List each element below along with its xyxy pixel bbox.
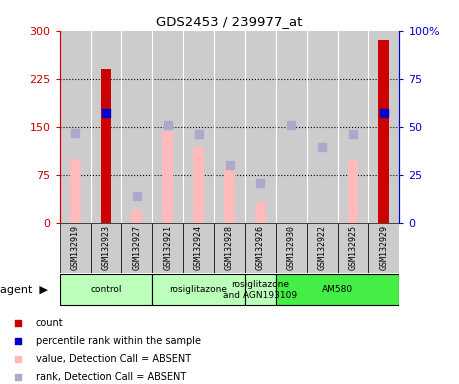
Bar <box>101 69 112 223</box>
Point <box>14 338 22 344</box>
Bar <box>337 223 369 273</box>
Point <box>14 374 22 380</box>
Text: GSM132926: GSM132926 <box>256 225 265 270</box>
Point <box>226 162 233 168</box>
Text: GSM132929: GSM132929 <box>380 225 388 270</box>
Point <box>14 356 22 362</box>
Bar <box>379 40 389 223</box>
Bar <box>60 275 152 306</box>
Bar <box>70 159 80 223</box>
Bar <box>245 223 276 273</box>
Bar <box>224 168 235 223</box>
Bar <box>276 223 307 273</box>
Bar <box>162 131 173 223</box>
Text: rank, Detection Call = ABSENT: rank, Detection Call = ABSENT <box>36 372 186 382</box>
Bar <box>183 223 214 273</box>
Bar <box>245 275 276 306</box>
Bar <box>347 160 358 223</box>
Point <box>14 320 22 326</box>
Text: GSM132923: GSM132923 <box>101 225 111 270</box>
Point <box>133 193 140 199</box>
Text: control: control <box>90 285 122 295</box>
Text: GSM132922: GSM132922 <box>318 225 327 270</box>
Text: GSM132928: GSM132928 <box>225 225 234 270</box>
Text: rosiglitazone: rosiglitazone <box>170 285 228 295</box>
Point <box>380 110 387 116</box>
Text: GSM132924: GSM132924 <box>194 225 203 270</box>
Text: agent  ▶: agent ▶ <box>0 285 48 295</box>
Point <box>164 122 171 129</box>
Title: GDS2453 / 239977_at: GDS2453 / 239977_at <box>157 15 302 28</box>
Point <box>195 131 202 137</box>
Bar <box>152 275 245 306</box>
Text: AM580: AM580 <box>322 285 353 295</box>
Point <box>257 180 264 186</box>
Point <box>72 130 79 136</box>
Text: rosiglitazone
and AGN193109: rosiglitazone and AGN193109 <box>224 280 297 300</box>
Text: percentile rank within the sample: percentile rank within the sample <box>36 336 201 346</box>
Bar <box>276 275 399 306</box>
Text: GSM132927: GSM132927 <box>132 225 141 270</box>
Bar <box>214 223 245 273</box>
Bar <box>369 223 399 273</box>
Bar <box>131 210 142 223</box>
Bar <box>152 223 183 273</box>
Point <box>288 122 295 129</box>
Point <box>102 110 110 116</box>
Point <box>349 131 357 137</box>
Bar <box>307 223 337 273</box>
Bar <box>60 223 90 273</box>
Text: value, Detection Call = ABSENT: value, Detection Call = ABSENT <box>36 354 191 364</box>
Bar <box>122 223 152 273</box>
Text: GSM132919: GSM132919 <box>71 225 79 270</box>
Text: count: count <box>36 318 63 328</box>
Text: GSM132921: GSM132921 <box>163 225 172 270</box>
Bar <box>255 202 266 223</box>
Text: GSM132925: GSM132925 <box>348 225 358 270</box>
Bar <box>90 223 122 273</box>
Point <box>319 144 326 150</box>
Text: GSM132930: GSM132930 <box>287 225 296 270</box>
Bar <box>193 147 204 223</box>
